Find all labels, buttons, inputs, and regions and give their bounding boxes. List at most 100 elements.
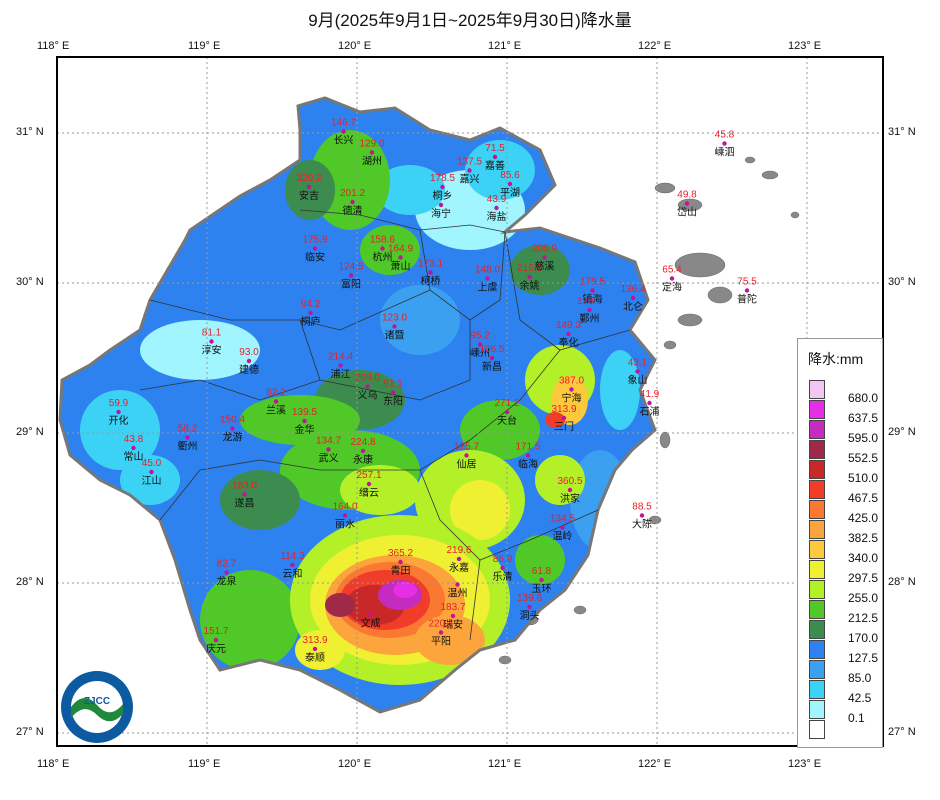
- legend-swatch: [809, 420, 825, 439]
- station: 45.8 嵊泗: [715, 130, 735, 159]
- station-name: 遂昌: [235, 497, 255, 510]
- station-value: 85.6: [500, 170, 520, 181]
- legend-value: 212.5: [848, 611, 879, 625]
- island-dachen: [648, 515, 662, 525]
- station: 123.0 诸暨: [382, 313, 407, 342]
- station-name: 金华: [295, 423, 315, 436]
- station: 365.2 青田: [388, 548, 413, 577]
- station-value: 106.5: [479, 344, 504, 355]
- station: 128.1 鄞州: [577, 296, 602, 325]
- station-value: 86.9: [493, 554, 513, 565]
- island-shengsi-2: [744, 156, 756, 164]
- station-marker: [587, 307, 592, 313]
- station-marker: [342, 513, 348, 518]
- station-value: 45.0: [142, 458, 162, 469]
- station: 175.9 临安: [302, 235, 327, 264]
- legend-swatch: [809, 400, 825, 419]
- station-marker: [630, 295, 636, 301]
- station-marker: [350, 199, 355, 205]
- station-name: 宁海: [562, 392, 582, 405]
- station-name: 嵊泗: [715, 146, 735, 159]
- station-value: 320.2: [296, 173, 321, 184]
- station-name: 武义: [319, 452, 339, 465]
- station: 208.9 慈溪: [532, 244, 557, 273]
- station-name: 东阳: [383, 395, 403, 408]
- island-sanmen: [659, 431, 671, 449]
- station: 85.6 平湖: [500, 170, 520, 199]
- station-value: 58.2: [178, 424, 198, 435]
- station-name: 象山: [628, 375, 648, 387]
- station: 220.1 平阳: [428, 619, 453, 648]
- station: 114.3 云和: [280, 551, 305, 580]
- station-marker: [149, 469, 154, 475]
- station-value: 360.5: [557, 476, 582, 487]
- legend-swatch: [809, 580, 825, 599]
- station: 95.2 嵊州: [470, 331, 490, 360]
- station-value: 134.5: [550, 514, 575, 525]
- island-daishan-1: [654, 182, 676, 194]
- station-value: 82.7: [217, 559, 237, 570]
- station-marker: [398, 255, 403, 260]
- station-marker: [369, 150, 375, 155]
- station-marker: [312, 646, 318, 652]
- station-value: 149.3: [556, 320, 581, 331]
- legend-swatch: [809, 640, 825, 659]
- station-name: 余姚: [520, 279, 540, 292]
- legend-value: 170.0: [848, 631, 879, 645]
- station-value: 146.7: [331, 118, 356, 129]
- station-marker: [246, 358, 252, 364]
- province-outline: [58, 96, 657, 714]
- lon-label-bottom-118: 118° E: [37, 758, 70, 770]
- station-value: 151.7: [203, 626, 228, 637]
- station: 59.9 开化: [109, 398, 129, 427]
- station-value: 128.1: [577, 296, 602, 307]
- station-name: 江山: [142, 475, 162, 487]
- station-marker: [348, 273, 354, 278]
- station-marker: [467, 168, 472, 173]
- station-marker: [338, 363, 343, 368]
- station-name: 海盐: [487, 210, 507, 223]
- station-value: 209.0: [355, 373, 380, 384]
- station-marker: [527, 274, 532, 280]
- station-value: 61.8: [532, 566, 552, 577]
- station-marker: [539, 577, 544, 583]
- station-value: 257.1: [356, 470, 381, 481]
- station-marker: [569, 387, 574, 392]
- station-value: 216.9: [517, 263, 542, 274]
- legend-swatch: [809, 620, 825, 639]
- station: 158.6 杭州: [370, 235, 395, 264]
- lat-label-left-28: 28° N: [16, 576, 44, 588]
- lon-label-bottom-121: 121° E: [488, 758, 522, 770]
- station: 58.2 衢州: [178, 424, 198, 453]
- lat-label-left-29: 29° N: [16, 426, 44, 438]
- station-value: 313.9: [302, 635, 327, 646]
- station-value: 134.7: [316, 436, 341, 447]
- lon-label-top-119: 119° E: [188, 40, 221, 52]
- legend-swatch: [809, 680, 825, 699]
- station-marker: [561, 415, 567, 421]
- station-value: 91.1: [383, 379, 403, 390]
- legend-swatch: [809, 720, 825, 739]
- map-border: [56, 56, 884, 747]
- legend-swatch: [809, 540, 825, 559]
- station-marker: [722, 141, 727, 146]
- station: 178.5 桐乡: [430, 173, 455, 202]
- island-daishan-2: [677, 198, 703, 212]
- station: 129.0 湖州: [359, 139, 384, 168]
- station-marker: [368, 612, 373, 617]
- station-name: 开化: [109, 414, 129, 427]
- station-marker: [494, 205, 499, 211]
- station-name: 临安: [305, 251, 325, 264]
- island-dongtou-1: [573, 605, 587, 615]
- station-value: 137.5: [457, 157, 482, 168]
- legend-value: 0.1: [848, 711, 865, 725]
- station: 86.9 乐清: [493, 554, 513, 583]
- station-value: 114.3: [280, 551, 305, 562]
- station: 201.2 德清: [340, 188, 365, 217]
- station-name: 新昌: [482, 360, 502, 373]
- station-value: 43.9: [487, 194, 507, 205]
- station-name: 龙游: [223, 431, 243, 444]
- station: 海宁: [431, 202, 451, 220]
- legend-value: 382.5: [848, 531, 879, 545]
